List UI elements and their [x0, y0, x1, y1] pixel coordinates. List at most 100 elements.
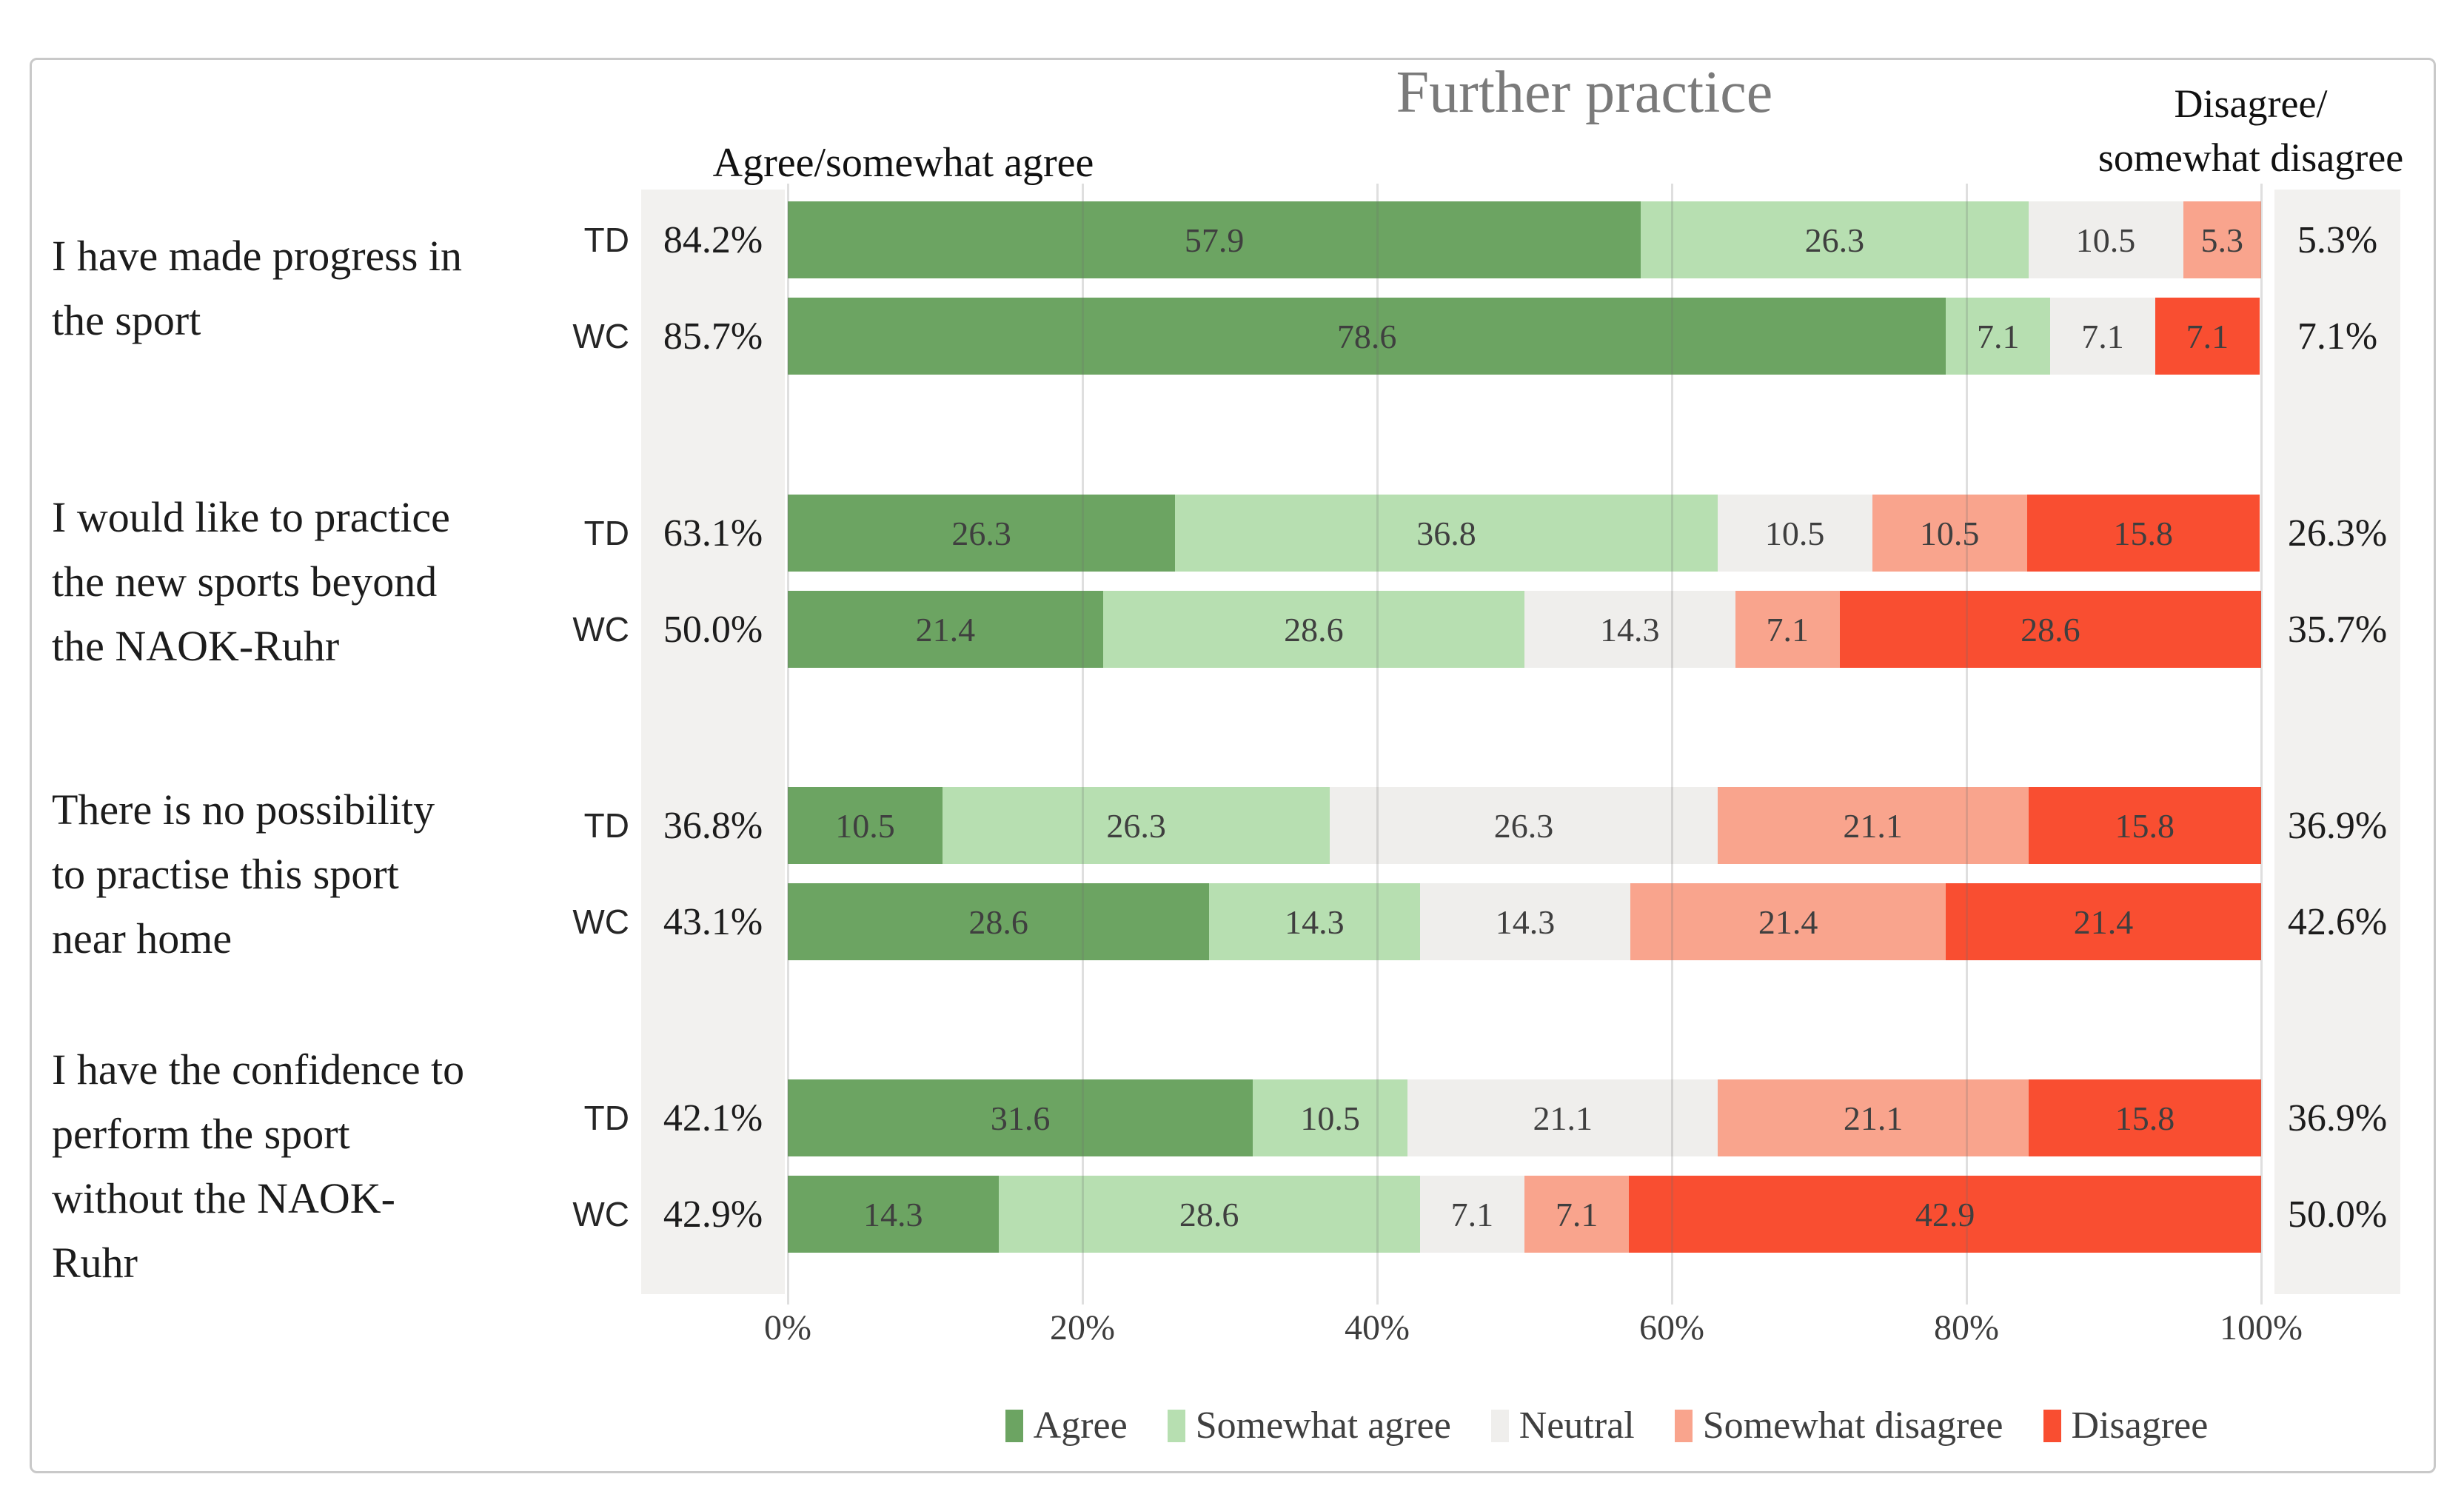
bar-segment-value: 21.1 — [1843, 806, 1903, 845]
bar-segment-value: 28.6 — [968, 902, 1028, 941]
legend-label: Somewhat agree — [1195, 1404, 1451, 1447]
agree-percent-value: 50.0% — [663, 608, 763, 651]
bar-track: 78.6 7.1 7.1 7.1 — [788, 298, 2261, 375]
bar-segment-value: 14.3 — [1600, 610, 1660, 649]
statement-label: I have the confidence to perform the spo… — [52, 1045, 465, 1287]
bar-segment-agree: 14.3 — [788, 1176, 999, 1253]
legend-swatch — [1005, 1409, 1023, 1442]
bar-segment-value: 10.5 — [1764, 514, 1825, 552]
agree-percent-value: 84.2% — [663, 218, 763, 261]
bar-segment-value: 21.4 — [915, 610, 976, 649]
bar-segment-value: 7.1 — [1555, 1195, 1598, 1233]
bar-segment-agree: 26.3 — [788, 495, 1176, 572]
bar-segment-disagree: 15.8 — [2028, 1079, 2261, 1156]
bar-segment-value: 10.5 — [2075, 221, 2136, 259]
bar-segment-agree: 57.9 — [788, 201, 1641, 278]
row-label-td: TD — [583, 1099, 629, 1137]
x-axis-tick-label: 60% — [1639, 1308, 1704, 1347]
agree-percent-band — [641, 190, 785, 1294]
legend-label: Somewhat disagree — [1702, 1404, 2003, 1447]
agree-percent-value: 42.9% — [663, 1193, 763, 1236]
bar-segment-somewhat-disagree: 7.1 — [1524, 1176, 1630, 1253]
agree-percent-value: 43.1% — [663, 900, 763, 943]
bar-segment-value: 7.1 — [1977, 317, 2020, 355]
bar-segment-value: 21.1 — [1533, 1099, 1593, 1137]
bar-segment-value: 36.8 — [1416, 514, 1476, 552]
bar-segment-value: 5.3 — [2200, 221, 2243, 259]
bar-segment-somewhat-agree: 26.3 — [942, 787, 1330, 864]
bar-segment-value: 10.5 — [1300, 1099, 1360, 1137]
legend-item-somewhat-agree: Somewhat agree — [1167, 1404, 1451, 1447]
bar-segment-somewhat-agree: 14.3 — [1209, 883, 1420, 960]
bar-segment-value: 10.5 — [835, 806, 895, 845]
statement-label: There is no possibility to practise this… — [52, 785, 435, 962]
x-axis-tick-label: 40% — [1345, 1308, 1410, 1347]
legend-item-neutral: Neutral — [1490, 1404, 1635, 1447]
row-label-td: TD — [583, 221, 629, 259]
legend-swatch — [1674, 1409, 1693, 1442]
bar-segment-value: 26.3 — [1493, 806, 1554, 845]
bar-segment-agree: 10.5 — [788, 787, 943, 864]
gridline — [787, 184, 789, 1305]
bar-segment-disagree: 21.4 — [1946, 883, 2261, 960]
bar-segment-somewhat-disagree: 21.1 — [1717, 787, 2029, 864]
bar-segment-value: 21.1 — [1843, 1099, 1904, 1137]
legend-swatch — [1490, 1409, 1509, 1442]
x-axis-tick-label: 80% — [1934, 1308, 1999, 1347]
bar-segment-value: 10.5 — [1919, 514, 1980, 552]
legend: Agree Somewhat agree Neutral Somewhat disag… — [740, 1404, 2464, 1447]
agree-column-header: Agree/somewhat agree — [712, 140, 1094, 186]
bar-segment-value: 15.8 — [2113, 514, 2174, 552]
legend-label: Disagree — [2071, 1404, 2209, 1447]
disagree-column-header: Disagree/ somewhat disagree — [2098, 81, 2404, 180]
agree-percent-value: 63.1% — [663, 512, 763, 555]
bar-segment-neutral: 21.1 — [1407, 1079, 1718, 1156]
disagree-percent-value: 42.6% — [2287, 900, 2388, 943]
bar-segment-agree: 31.6 — [788, 1079, 1253, 1156]
disagree-percent-value: 36.9% — [2287, 804, 2388, 847]
disagree-percent-value: 35.7% — [2287, 608, 2388, 651]
bar-segment-somewhat-disagree: 21.1 — [1718, 1079, 2029, 1156]
x-axis-tick-label: 0% — [764, 1308, 811, 1347]
bar-track: 57.9 26.3 10.5 5.3 — [788, 201, 2261, 278]
bar-segment-value: 21.4 — [1758, 902, 1818, 941]
bar-segment-neutral: 7.1 — [1419, 1176, 1524, 1253]
legend-label: Neutral — [1519, 1404, 1635, 1447]
bar-segment-disagree: 28.6 — [1839, 591, 2261, 668]
bar-segment-somewhat-agree: 10.5 — [1253, 1079, 1407, 1156]
bar-segment-value: 7.1 — [2081, 317, 2124, 355]
row-label-wc: WC — [572, 610, 629, 649]
row-label-wc: WC — [572, 1195, 629, 1233]
bar-track: 31.6 10.5 21.1 21.1 15.8 — [788, 1079, 2261, 1156]
row-label-wc: WC — [572, 317, 629, 355]
bar-segment-somewhat-agree: 28.6 — [998, 1176, 1420, 1253]
bar-segment-neutral: 7.1 — [2050, 298, 2155, 375]
bar-segment-neutral: 14.3 — [1419, 883, 1631, 960]
bar-segment-value: 7.1 — [2186, 317, 2229, 355]
bar-segment-value: 14.3 — [1285, 902, 1345, 941]
bar-segment-value: 7.1 — [1766, 610, 1809, 649]
bar-segment-somewhat-agree: 7.1 — [1946, 298, 2051, 375]
disagree-percent-value: 5.3% — [2297, 218, 2378, 261]
bar-segment-disagree: 15.8 — [2026, 495, 2260, 572]
bar-segment-somewhat-disagree: 10.5 — [1872, 495, 2027, 572]
bar-segment-neutral: 14.3 — [1524, 591, 1735, 668]
legend-swatch — [2043, 1409, 2061, 1442]
bar-segment-value: 28.6 — [2021, 610, 2080, 649]
row-label-wc: WC — [572, 902, 629, 941]
x-axis-tick-label: 100% — [2220, 1308, 2303, 1347]
disagree-percent-value: 36.9% — [2287, 1096, 2388, 1139]
legend-item-somewhat-disagree: Somewhat disagree — [1674, 1404, 2003, 1447]
disagree-percent-value: 50.0% — [2287, 1193, 2388, 1236]
legend-swatch — [1167, 1409, 1185, 1442]
bar-segment-value: 15.8 — [2115, 1099, 2175, 1137]
bar-segment-value: 26.3 — [1804, 221, 1865, 259]
bar-segment-somewhat-agree: 28.6 — [1102, 591, 1524, 668]
legend-label: Agree — [1033, 1404, 1128, 1447]
bar-segment-agree: 78.6 — [788, 298, 1946, 375]
x-axis-tick-label: 20% — [1050, 1308, 1115, 1347]
disagree-percent-band — [2274, 190, 2400, 1294]
bar-segment-disagree: 7.1 — [2155, 298, 2260, 375]
legend-item-agree: Agree — [1005, 1404, 1128, 1447]
